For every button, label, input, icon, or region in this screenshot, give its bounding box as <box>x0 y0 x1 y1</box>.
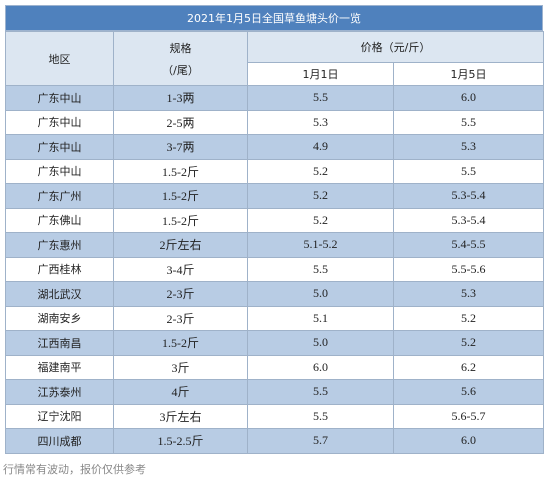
table-cell: 5.5 <box>247 379 394 405</box>
table-cell: 5.5 <box>393 109 544 135</box>
table-cell: 广东惠州 <box>5 232 114 258</box>
table-cell: 6.2 <box>393 354 544 380</box>
table-cell: 5.6 <box>393 379 544 405</box>
table-cell: 5.2 <box>247 183 394 209</box>
table-title: 2021年1月5日全国草鱼塘头价一览 <box>5 5 543 31</box>
table-cell: 3-7两 <box>113 134 248 160</box>
data-row: 广东惠州 2斤左右 5.1-5.2 5.4-5.5 <box>5 232 544 258</box>
table-cell: 1.5-2斤 <box>113 330 248 356</box>
table-cell: 5.3-5.4 <box>393 207 544 233</box>
table-cell: 2-3斤 <box>113 305 248 331</box>
table-cell: 江苏泰州 <box>5 379 114 405</box>
data-row: 湖南安乡 2-3斤 5.1 5.2 <box>5 305 544 331</box>
table-cell: 1.5-2.5斤 <box>113 428 248 454</box>
table-cell: 1.5-2斤 <box>113 207 248 233</box>
table-cell: 5.1 <box>247 305 394 331</box>
table-cell: 3斤左右 <box>113 403 248 429</box>
data-row: 福建南平 3斤 6.0 6.2 <box>5 354 544 380</box>
table-cell: 广东中山 <box>5 134 114 160</box>
data-row: 四川成都 1.5-2.5斤 5.7 6.0 <box>5 428 544 454</box>
data-row: 广东佛山 1.5-2斤 5.2 5.3-5.4 <box>5 207 544 233</box>
data-row: 江苏泰州 4斤 5.5 5.6 <box>5 379 544 405</box>
header-text: 规格 <box>169 41 192 55</box>
table-cell: 5.2 <box>247 207 394 233</box>
table-cell: 4斤 <box>113 379 248 405</box>
table-cell: 5.2 <box>393 305 544 331</box>
table-cell: 1-3两 <box>113 85 248 111</box>
table-cell: 3斤 <box>113 354 248 380</box>
header-row: 地区 规格 （/尾） 价格（元/斤） <box>5 31 544 86</box>
table-cell: 广东中山 <box>5 85 114 111</box>
table-cell: 5.3-5.4 <box>393 183 544 209</box>
header-cell: 价格（元/斤） <box>247 31 544 63</box>
table-cell: 辽宁沈阳 <box>5 403 114 429</box>
data-row: 广东中山 3-7两 4.9 5.3 <box>5 134 544 160</box>
table-cell: 5.7 <box>247 428 394 454</box>
table-cell: 四川成都 <box>5 428 114 454</box>
table-cell: 2-3斤 <box>113 281 248 307</box>
table-cell: 5.3 <box>393 134 544 160</box>
table-cell: 1.5-2斤 <box>113 183 248 209</box>
footer-note: 行情常有波动，报价仅供参考 <box>3 463 146 476</box>
table-cell: 4.9 <box>247 134 394 160</box>
table-cell: 广东中山 <box>5 109 114 135</box>
header-cell: 规格 （/尾） <box>113 31 248 86</box>
table-cell: 6.0 <box>393 428 544 454</box>
table-cell: 2斤左右 <box>113 232 248 258</box>
table-cell: 5.3 <box>393 281 544 307</box>
header-cell: 1月1日 <box>247 62 394 86</box>
table-cell: 6.0 <box>393 85 544 111</box>
header-cell: 1月5日 <box>393 62 544 86</box>
table-cell: 6.0 <box>247 354 394 380</box>
table-cell: 广东广州 <box>5 183 114 209</box>
table-cell: 1.5-2斤 <box>113 158 248 184</box>
table-cell: 广东中山 <box>5 158 114 184</box>
data-row: 广东广州 1.5-2斤 5.2 5.3-5.4 <box>5 183 544 209</box>
table-cell: 5.5 <box>247 256 394 282</box>
table-cell: 湖南安乡 <box>5 305 114 331</box>
table-cell: 5.2 <box>247 158 394 184</box>
table-cell: 福建南平 <box>5 354 114 380</box>
table-cell: 2-5两 <box>113 109 248 135</box>
price-table: 地区 规格 （/尾） 价格（元/斤） 1月1日 1月5日 广东中山 1-3两 5.5… <box>5 31 544 454</box>
table-cell: 5.5-5.6 <box>393 256 544 282</box>
header-cell: 地区 <box>5 31 114 86</box>
data-row: 江西南昌 1.5-2斤 5.0 5.2 <box>5 330 544 356</box>
price-table-panel: 2021年1月5日全国草鱼塘头价一览 地区 规格 （/尾） 价格（元/斤） 1月… <box>5 5 544 454</box>
table-cell: 5.4-5.5 <box>393 232 544 258</box>
table-cell: 湖北武汉 <box>5 281 114 307</box>
data-row: 广东中山 1.5-2斤 5.2 5.5 <box>5 158 544 184</box>
table-cell: 5.3 <box>247 109 394 135</box>
table-cell: 5.2 <box>393 330 544 356</box>
table-cell: 广东佛山 <box>5 207 114 233</box>
data-row: 广东中山 2-5两 5.3 5.5 <box>5 109 544 135</box>
table-cell: 广西桂林 <box>5 256 114 282</box>
table-cell: 5.6-5.7 <box>393 403 544 429</box>
table-cell: 5.5 <box>393 158 544 184</box>
data-row: 广西桂林 3-4斤 5.5 5.5-5.6 <box>5 256 544 282</box>
data-row: 湖北武汉 2-3斤 5.0 5.3 <box>5 281 544 307</box>
header-row: 1月1日 1月5日 <box>6 62 544 86</box>
table-cell: 5.1-5.2 <box>247 232 394 258</box>
table-cell: 5.0 <box>247 281 394 307</box>
data-row: 广东中山 1-3两 5.5 6.0 <box>5 85 544 111</box>
data-row: 辽宁沈阳 3斤左右 5.5 5.6-5.7 <box>5 403 544 429</box>
table-cell: 5.5 <box>247 403 394 429</box>
header-text: （/尾） <box>162 63 199 77</box>
table-cell: 3-4斤 <box>113 256 248 282</box>
table-cell: 5.5 <box>247 85 394 111</box>
table-cell: 5.0 <box>247 330 394 356</box>
table-cell: 江西南昌 <box>5 330 114 356</box>
